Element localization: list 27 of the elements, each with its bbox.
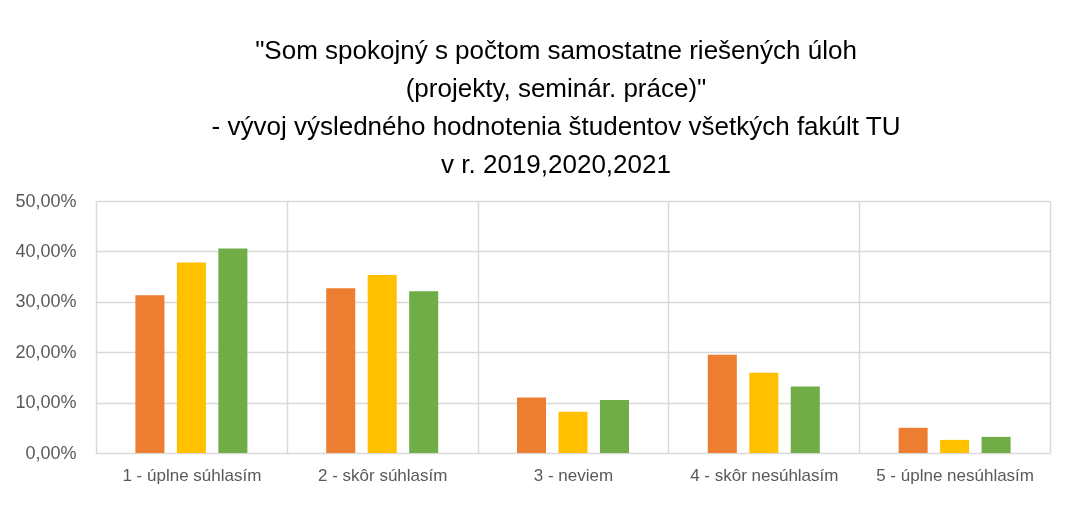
bar	[367, 275, 397, 453]
bar	[176, 262, 206, 453]
bar	[558, 411, 588, 453]
y-tick-label: 20,00%	[15, 341, 77, 362]
bar	[940, 439, 970, 453]
x-tick-label: 5 - úplne nesúhlasím	[876, 465, 1035, 485]
bar	[326, 288, 356, 453]
bar	[599, 400, 629, 453]
bar	[981, 436, 1011, 453]
bar	[218, 248, 248, 453]
x-tick-label: 4 - skôr nesúhlasím	[690, 465, 839, 485]
bar	[790, 386, 820, 453]
y-tick-label: 0,00%	[25, 442, 77, 463]
bar	[898, 427, 928, 453]
y-tick-label: 50,00%	[15, 190, 77, 211]
x-tick-label: 1 - úplne súhlasím	[122, 465, 262, 485]
bar	[749, 372, 779, 453]
y-tick-label: 30,00%	[15, 291, 77, 312]
bar	[707, 354, 737, 453]
y-tick-label: 10,00%	[15, 392, 77, 413]
bar	[517, 397, 547, 453]
y-tick-label: 40,00%	[15, 240, 77, 261]
bar	[135, 295, 165, 453]
x-tick-label: 3 - neviem	[533, 465, 614, 485]
chart-title: "Som spokojný s počtom samostatne riešených úloh (projekty, seminár. práce)" - vývoj výsledného hodnotenia študentov všetkých fakúlt TU v r. 2019,2020,2021	[211, 35, 901, 179]
x-tick-label: 2 - skôr súhlasím	[317, 465, 448, 485]
bar	[409, 291, 439, 453]
